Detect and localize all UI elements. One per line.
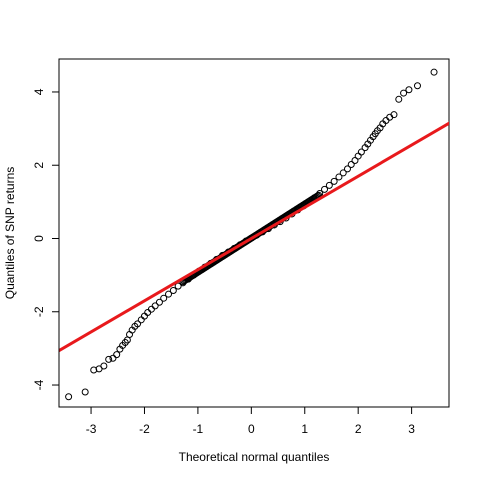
y-tick-label: 2: [32, 162, 46, 169]
qq-point: [105, 355, 113, 363]
qq-point: [147, 305, 155, 313]
qq-point: [321, 185, 329, 193]
reference-line: [59, 121, 449, 353]
x-tick-label: 3: [408, 422, 415, 436]
qq-point: [330, 177, 338, 185]
qq-point: [134, 320, 142, 328]
qq-point: [413, 82, 421, 90]
x-axis-title: Theoretical normal quantiles: [179, 450, 330, 464]
x-tick-label: 0: [248, 422, 255, 436]
qq-point: [174, 282, 182, 290]
x-tick-label: 2: [355, 422, 362, 436]
qq-point: [144, 308, 152, 316]
qq-point: [65, 393, 73, 401]
x-tick-label: -1: [193, 422, 204, 436]
y-tick-label: -4: [32, 379, 46, 390]
y-tick-label: 4: [32, 88, 46, 95]
qq-point: [430, 68, 438, 76]
x-tick-label: -2: [139, 422, 150, 436]
y-tick-label: -2: [32, 306, 46, 317]
qq-point: [395, 95, 403, 103]
qq-point: [339, 169, 347, 177]
qq-point: [126, 330, 134, 338]
qq-point: [405, 86, 413, 94]
qq-point: [109, 354, 117, 362]
x-tick-label: 1: [301, 422, 308, 436]
qq-point: [357, 148, 365, 156]
qq-point: [81, 388, 89, 396]
qq-point: [155, 298, 163, 306]
qq-point: [137, 316, 145, 324]
qq-point: [100, 362, 108, 370]
qq-point: [335, 173, 343, 181]
y-axis-title: Quantiles of SNP returns: [3, 167, 17, 300]
qq-point: [343, 165, 351, 173]
qq-point: [390, 111, 398, 119]
qq-point: [400, 89, 408, 97]
qq-point: [160, 294, 168, 302]
qq-point: [347, 160, 355, 168]
qq-point: [354, 152, 362, 160]
qq-point: [165, 290, 173, 298]
qq-point: [325, 181, 333, 189]
qq-point: [113, 351, 121, 359]
x-tick-label: -3: [86, 422, 97, 436]
y-tick-label: 0: [32, 235, 46, 242]
qq-point: [169, 287, 177, 295]
qq-point: [140, 312, 148, 320]
qq-point: [151, 302, 159, 310]
